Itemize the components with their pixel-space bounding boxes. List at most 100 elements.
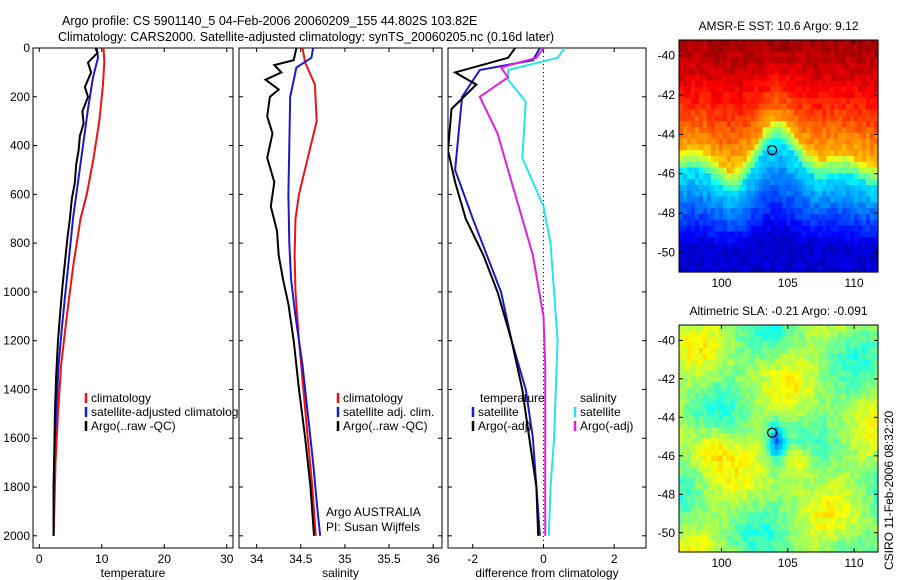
map-cell [806, 427, 811, 434]
map-cell [722, 121, 728, 128]
map-cell [798, 495, 803, 502]
map-cell [718, 353, 724, 360]
map-cell [866, 415, 871, 423]
map-cell [698, 167, 704, 174]
map-cell [702, 248, 708, 256]
map-cell [806, 342, 811, 349]
map-cell [854, 86, 859, 93]
map-cell [814, 231, 819, 238]
map-cell [790, 167, 796, 174]
map-cell [790, 381, 796, 389]
x-tick-label: 100 [711, 556, 731, 570]
map-cell [738, 540, 744, 547]
map-cell [686, 132, 692, 140]
map-cell [838, 92, 843, 99]
map-cell [770, 214, 776, 221]
map-cell [686, 381, 692, 389]
map-cell [870, 325, 875, 332]
map-cell [786, 540, 792, 547]
map-cell [750, 40, 756, 47]
map-cell [778, 121, 784, 128]
map-cell [746, 359, 752, 366]
map-cell [862, 347, 867, 354]
map-cell [834, 449, 839, 457]
map-cell [734, 523, 740, 530]
map-cell [742, 40, 748, 47]
map-cell [714, 415, 720, 423]
map-cell [686, 231, 692, 238]
map-cell [718, 196, 724, 203]
map-cell [710, 40, 716, 47]
map-cell [690, 523, 696, 530]
map-cell [818, 260, 823, 267]
map-cell [750, 500, 756, 508]
map-cell [798, 500, 803, 508]
map-cell [710, 86, 716, 93]
map-cell [794, 260, 799, 267]
map-cell [706, 144, 712, 151]
map-cell [858, 330, 863, 337]
map-cell [694, 506, 700, 513]
map-cell [782, 449, 788, 457]
map-cell [802, 92, 807, 99]
map-cell [750, 115, 756, 122]
map-cell [862, 219, 867, 227]
map-cell [854, 243, 859, 250]
map-cell [770, 415, 776, 423]
map-cell [806, 523, 811, 530]
map-cell [798, 342, 803, 349]
map-cell [862, 370, 867, 377]
map-cell [810, 517, 815, 525]
map-cell [714, 444, 720, 451]
map-cell [854, 336, 859, 343]
map-cell [866, 214, 871, 221]
map-cell [850, 132, 855, 140]
map-cell [770, 427, 776, 434]
map-cell [686, 115, 692, 122]
map-cell [750, 103, 756, 111]
map-cell [846, 347, 851, 354]
map-cell [750, 387, 756, 394]
map-cell [854, 121, 859, 128]
map-cell [758, 342, 764, 349]
map-cell [798, 523, 803, 530]
map-cell [802, 196, 807, 203]
map-cell [838, 523, 843, 530]
map-cell [746, 179, 752, 186]
map-cell [866, 150, 871, 157]
map-cell [770, 325, 776, 332]
map-cell [838, 132, 843, 140]
map-cell [814, 132, 819, 140]
map-cell [758, 370, 764, 377]
map-cell [726, 444, 732, 451]
map-cell [838, 489, 843, 496]
map-cell [698, 214, 704, 221]
map-cell [686, 449, 692, 457]
map-cell [794, 132, 799, 140]
map-cell [786, 387, 792, 394]
map-cell [822, 512, 827, 519]
map-cell [842, 231, 847, 238]
map-cell [722, 254, 728, 261]
map-cell [710, 167, 716, 174]
y-tick-label: 200 [10, 90, 30, 104]
map-cell [822, 225, 827, 232]
map-cell [758, 466, 764, 474]
map-cell [874, 546, 879, 553]
map-cell [790, 489, 796, 496]
map-cell [682, 185, 688, 192]
map-cell [698, 478, 704, 485]
map-cell [746, 370, 752, 377]
map-cell [770, 461, 776, 468]
map-cell [714, 51, 720, 58]
map-cell [679, 387, 684, 394]
map-cell [730, 483, 736, 491]
map-cell [826, 330, 831, 337]
map-cell [766, 325, 772, 332]
map-cell [870, 421, 875, 428]
map-cell [766, 237, 772, 244]
map-cell [722, 214, 728, 221]
map-cell [738, 219, 744, 227]
map-cell [762, 69, 768, 76]
map-cell [822, 466, 827, 474]
